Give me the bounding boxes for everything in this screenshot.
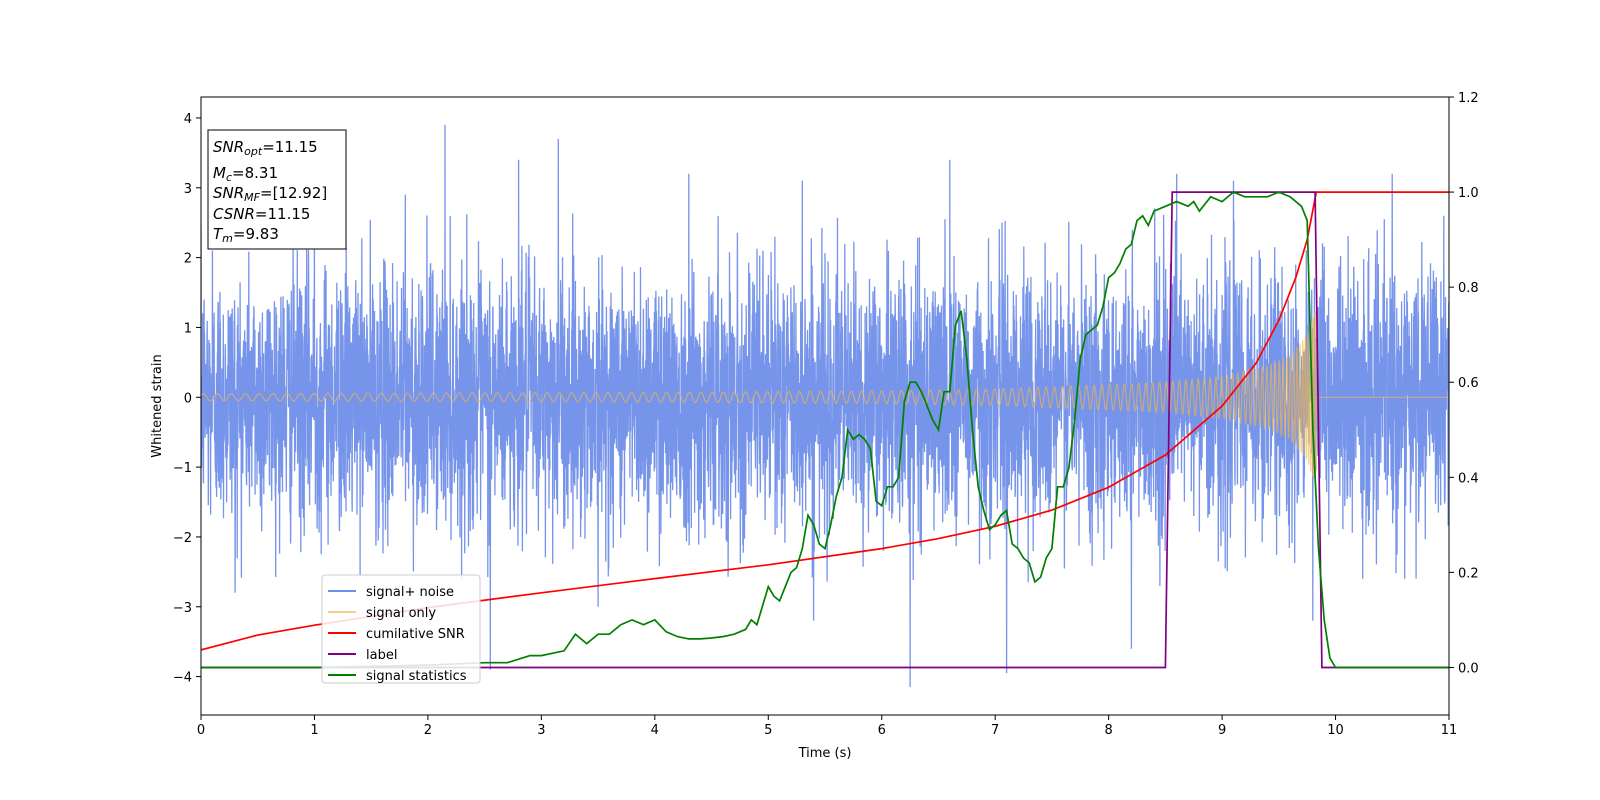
x-tick-label: 0	[197, 723, 205, 738]
y2-tick-label: 0.6	[1458, 376, 1479, 391]
legend-label-signal-noise: signal+ noise	[366, 585, 454, 600]
x-tick-label: 10	[1327, 723, 1344, 738]
y-tick-label: 1	[184, 321, 192, 336]
y-axis-label: Whitened strain	[150, 354, 165, 457]
y2-tick-label: 1.0	[1458, 186, 1479, 201]
y-tick-label: 0	[184, 391, 192, 406]
info-csnr: CSNR=11.15	[213, 205, 310, 223]
y2-tick-label: 0.4	[1458, 471, 1479, 486]
signal-statistics-line	[201, 191, 1449, 669]
y-tick-label: 3	[184, 182, 192, 197]
info-box: SNRopt=11.15 Mc=8.31 SNRMF=[12.92] CSNR=…	[207, 129, 347, 250]
series-signal-only	[201, 310, 1449, 486]
y2-tick-label: 0.2	[1458, 566, 1479, 581]
legend-label-signal-statistics: signal statistics	[366, 669, 467, 684]
y2-tick-label: 1.2	[1458, 91, 1479, 106]
x-tick-label: 2	[424, 723, 432, 738]
x-tick-label: 3	[537, 723, 545, 738]
y-tick-label: 2	[184, 252, 192, 267]
y2-tick-label: 0.0	[1458, 661, 1479, 676]
x-axis-label: Time (s)	[798, 746, 852, 761]
info-snr-mf: SNRMF=[12.92]	[213, 184, 327, 204]
signal-only-line	[201, 310, 1449, 486]
plot-frame	[200, 96, 1450, 716]
y-tick-label: −2	[173, 531, 192, 546]
x-tick-label: 4	[651, 723, 659, 738]
y-tick-label: −1	[173, 461, 192, 476]
y-tick-label: −4	[173, 671, 192, 686]
legend-label-signal-only: signal only	[366, 606, 436, 621]
y-axis-left: −4 −3 −2 −1 0 1 2 3 4	[173, 112, 201, 686]
info-snr-opt: SNRopt=11.15	[213, 138, 318, 158]
y-tick-label: 4	[184, 112, 192, 127]
x-axis: 0 1 2 3 4 5 6 7 8 9 10 11	[197, 715, 1457, 738]
info-box-frame	[207, 129, 347, 250]
y-tick-label: −3	[173, 601, 192, 616]
x-tick-label: 8	[1104, 723, 1112, 738]
x-tick-label: 7	[991, 723, 999, 738]
y2-tick-label: 0.8	[1458, 281, 1479, 296]
x-tick-label: 5	[764, 723, 772, 738]
x-tick-label: 9	[1218, 723, 1226, 738]
info-mc: Mc=8.31	[213, 164, 278, 184]
legend: signal+ noise signal only cumilative SNR la…	[321, 574, 481, 684]
y-axis-right: 0.0 0.2 0.4 0.6 0.8 1.0 1.2	[1449, 91, 1479, 676]
x-tick-label: 11	[1441, 723, 1458, 738]
legend-label-cumilative-snr: cumilative SNR	[366, 627, 465, 642]
info-tm: Tm=9.83	[213, 225, 279, 245]
legend-label-label: label	[366, 648, 397, 663]
x-tick-label: 6	[878, 723, 886, 738]
x-tick-label: 1	[310, 723, 318, 738]
legend-frame	[321, 574, 481, 684]
